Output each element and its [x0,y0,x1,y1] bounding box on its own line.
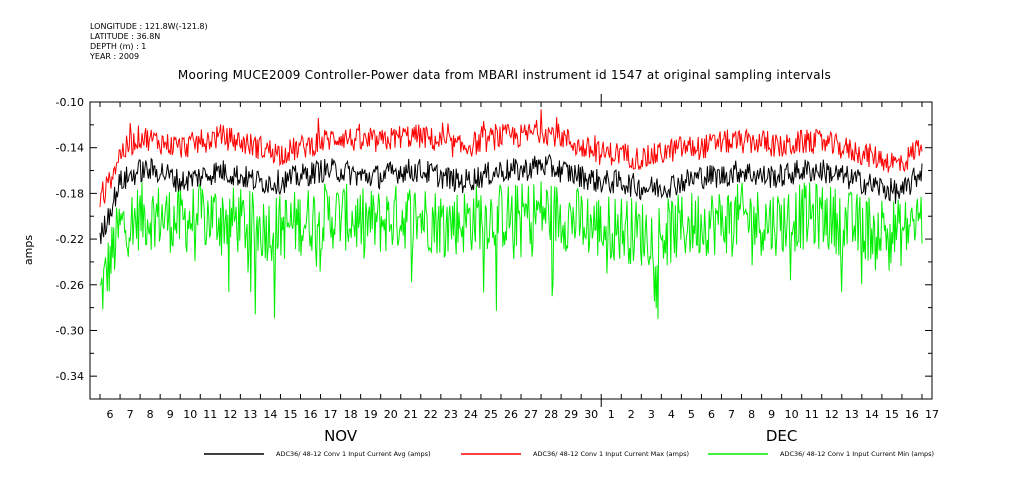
legend-entry: ADC36/ 48-12 Conv 1 Input Current Max (a… [533,450,689,458]
x-axis: 6 7 8 9 10 11 12 13 14 15 16 17 18 19 20 21 22 23 24 25 26 27… [99,94,939,445]
y-tick-label: -0.14 [56,142,84,155]
x-tick-label: 25 [484,408,498,421]
x-tick-label: 8 [748,408,755,421]
x-tick-label: 6 [107,408,114,421]
month-label: DEC [766,427,798,445]
meta-depth: DEPTH (m) : 1 [90,42,147,51]
month-label: NOV [324,427,358,445]
chart-title: Mooring MUCE2009 Controller-Power data f… [177,68,832,82]
series-line-max [99,109,923,208]
y-tick-label: -0.10 [56,96,84,109]
legend-entry: ADC36/ 48-12 Conv 1 Input Current Min (a… [780,450,934,458]
x-tick-label: 22 [424,408,438,421]
x-tick-label: 10 [785,408,799,421]
x-tick-label: 14 [865,408,879,421]
x-tick-label: 13 [243,408,257,421]
x-tick-label: 16 [304,408,318,421]
x-tick-label: 24 [464,408,478,421]
x-tick-label: 28 [544,408,558,421]
x-tick-label: 6 [708,408,715,421]
meta-year: YEAR : 2009 [90,52,140,61]
series-line-min [99,181,923,319]
x-tick-label: 10 [183,408,197,421]
y-tick-label: -0.34 [56,370,84,383]
y-tick-label: -0.22 [56,233,84,246]
x-tick-label: 7 [728,408,735,421]
x-tick-label: 9 [768,408,775,421]
x-tick-label: 8 [147,408,154,421]
x-tick-label: 12 [223,408,237,421]
x-tick-label: 5 [688,408,695,421]
x-tick-label: 15 [885,408,899,421]
x-tick-label: 30 [584,408,598,421]
x-tick-label: 16 [905,408,919,421]
x-tick-label: 12 [825,408,839,421]
x-tick-label: 4 [668,408,675,421]
x-tick-label: 11 [203,408,217,421]
series-line-avg [99,153,923,245]
mooring-metadata: LONGITUDE : 121.8W(-121.8) LATITUDE : 36… [90,22,208,62]
y-axis-label: amps [22,235,35,265]
x-tick-label: 11 [805,408,819,421]
x-tick-label: 17 [925,408,939,421]
x-tick-label: 14 [263,408,277,421]
x-tick-label: 18 [344,408,358,421]
x-tick-label: 2 [628,408,635,421]
x-tick-label: 29 [564,408,578,421]
x-tick-label: 13 [845,408,859,421]
y-axis: -0.10 -0.14 -0.18 -0.22 -0.26 -0.30 -0.34 [56,96,932,400]
x-tick-label: 21 [404,408,418,421]
x-tick-label: 3 [648,408,655,421]
x-tick-label: 20 [384,408,398,421]
legend-entry: ADC36/ 48-12 Conv 1 Input Current Avg (a… [276,450,431,458]
series-group [99,109,923,319]
y-tick-label: -0.30 [56,324,84,337]
x-tick-label: 26 [504,408,518,421]
plot-border [89,101,933,400]
plot-frame [89,101,933,400]
y-tick-label: -0.26 [56,279,84,292]
x-tick-label: 17 [324,408,338,421]
x-tick-label: 27 [524,408,538,421]
x-tick-label: 23 [444,408,458,421]
x-tick-label: 19 [364,408,378,421]
meta-longitude: LONGITUDE : 121.8W(-121.8) [90,22,208,31]
x-tick-label: 1 [608,408,615,421]
x-tick-label: 9 [167,408,174,421]
legend: ADC36/ 48-12 Conv 1 Input Current Avg (a… [204,450,934,458]
meta-latitude: LATITUDE : 36.8N [90,32,161,41]
y-tick-label: -0.18 [56,187,84,200]
x-tick-label: 15 [283,408,297,421]
x-tick-label: 7 [127,408,134,421]
